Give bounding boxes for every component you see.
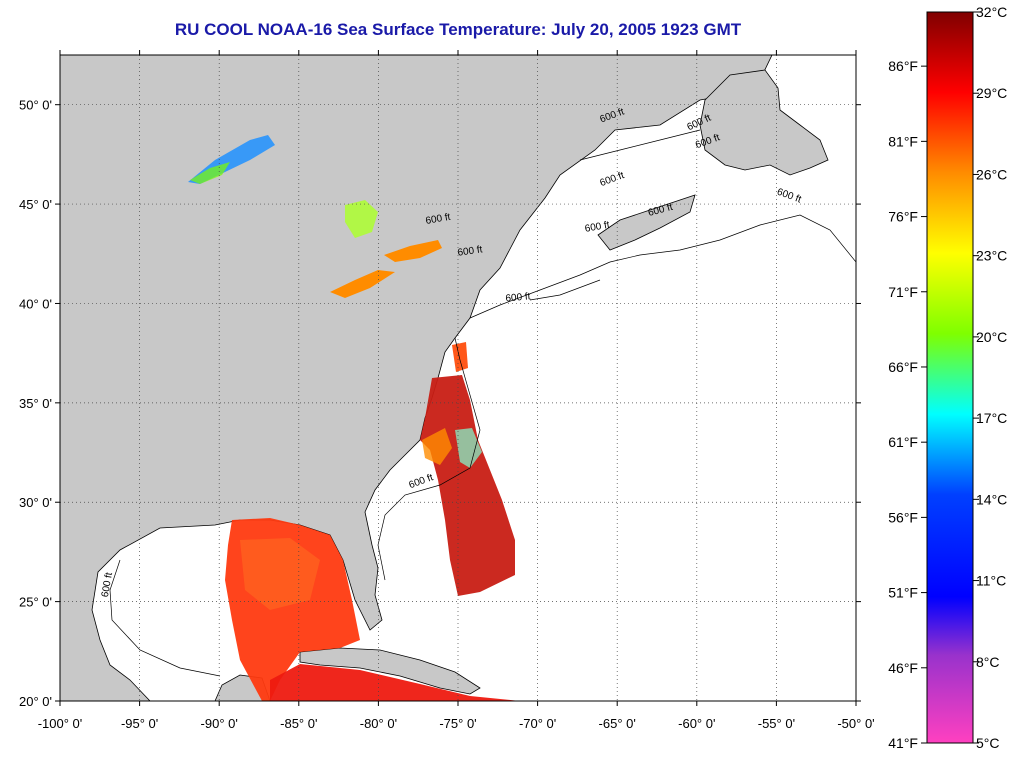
land-cuba [299,647,481,695]
sst-lake-erie-ontario [384,240,442,262]
colorbar [926,11,974,744]
colorbar-label-celsius: 32°C [976,4,1007,20]
colorbar-labels: 32°C 29°C 26°C 23°C 20°C 17°C 14°C 11°C 8°C 5°C 86… [888,4,1007,751]
lat-tick-label: 25° 0' [19,595,52,610]
lat-tick-label: 45° 0' [19,197,52,212]
colorbar-label-celsius: 5°C [976,735,1000,751]
sst-lake-erie [330,270,395,298]
colorbar-label-celsius: 23°C [976,248,1007,264]
lon-tick-label: -90° 0' [201,716,238,731]
lon-tick-label: -80° 0' [360,716,397,731]
lat-tick-label: 40° 0' [19,296,52,311]
lon-tick-label: -100° 0' [38,716,83,731]
lon-tick-label: -55° 0' [758,716,795,731]
colorbar-label-fahrenheit: 76°F [888,209,918,225]
lon-tick-label: -85° 0' [280,716,317,731]
colorbar-label-celsius: 11°C [976,573,1006,589]
grid-lines [60,55,856,701]
land-north-america [60,55,773,701]
colorbar-label-celsius: 14°C [976,491,1007,507]
axis-ticks: -100° 0' -95° 0' -90° 0' -85° 0' -80° 0' -75°… [19,50,875,731]
colorbar-label-fahrenheit: 41°F [888,735,918,751]
colorbar-label-celsius: 26°C [976,166,1007,182]
lon-tick-label: -65° 0' [599,716,636,731]
lon-tick-label: -50° 0' [837,716,874,731]
sst-chesapeake [452,342,468,372]
lon-tick-label: -60° 0' [678,716,715,731]
land-nova-scotia [597,194,696,251]
sst-caribbean [270,664,520,701]
sst-great-lakes-superior-green [190,162,230,184]
colorbar-label-fahrenheit: 51°F [888,585,918,601]
sst-gulf-of-mexico-warm [240,538,320,610]
lat-tick-label: 50° 0' [19,98,52,113]
sst-lake-huron [345,200,378,238]
colorbar-label-fahrenheit: 86°F [888,58,918,74]
lat-tick-label: 30° 0' [19,495,52,510]
colorbar-label-fahrenheit: 66°F [888,359,918,375]
colorbar-label-celsius: 8°C [976,654,1000,670]
lat-tick-label: 20° 0' [19,694,52,709]
colorbar-label-fahrenheit: 61°F [888,434,918,450]
colorbar-label-celsius: 17°C [976,410,1007,426]
lon-tick-label: -75° 0' [439,716,476,731]
colorbar-label-fahrenheit: 56°F [888,509,918,525]
map-title: RU COOL NOAA-16 Sea Surface Temperature:… [174,20,742,39]
isobath-label: 600 ft [505,291,531,304]
colorbar-label-celsius: 29°C [976,85,1007,101]
colorbar-label-fahrenheit: 81°F [888,133,918,149]
sst-nearshore-orange [422,428,452,465]
lon-tick-label: -70° 0' [519,716,556,731]
colorbar-label-fahrenheit: 71°F [888,284,918,300]
colorbar-label-fahrenheit: 46°F [888,660,918,676]
land-newfoundland [699,69,829,176]
sst-cool-patch [455,428,482,468]
lat-tick-label: 35° 0' [19,396,52,411]
isobath-label: 600 ft [100,571,115,598]
lon-tick-label: -95° 0' [121,716,158,731]
isobath-label: 600 ft [584,220,611,235]
isobath-label: 600 ft [425,212,452,227]
colorbar-label-celsius: 20°C [976,329,1007,345]
isobath-contours [109,129,856,677]
isobath-label: 600 ft [457,244,484,258]
